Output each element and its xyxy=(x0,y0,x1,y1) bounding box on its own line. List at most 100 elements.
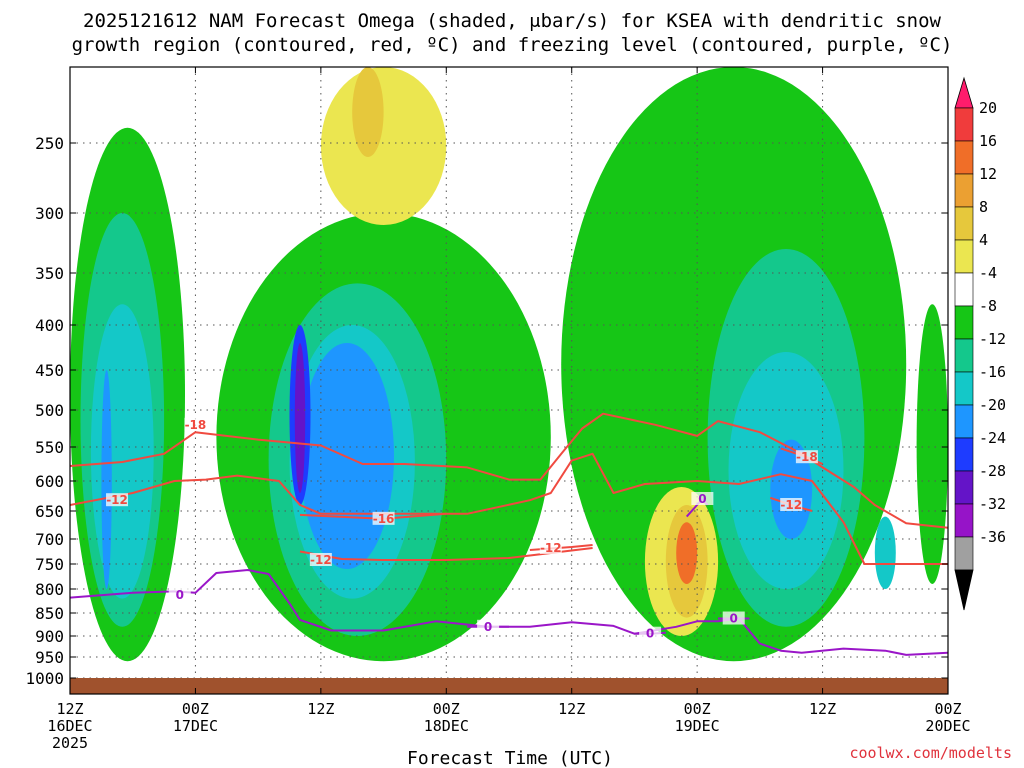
colorbar-swatch-7 xyxy=(954,305,974,340)
contour-label-bg-10 xyxy=(722,611,745,625)
x-tick-label-0-3: 2025 xyxy=(52,734,88,752)
contour-label--12C-mid: -12 xyxy=(540,541,562,555)
x-tick-label-7-1: 00Z xyxy=(934,700,961,718)
colorbar-label-0: 20 xyxy=(979,99,997,117)
contour-label--12C-b: -12 xyxy=(780,498,802,512)
contour-label-0C-b: 0 xyxy=(484,620,492,634)
x-tick-label-3-1: 00Z xyxy=(433,700,460,718)
y-tick-label-250: 250 xyxy=(35,134,64,153)
x-tick-label-0-1: 12Z xyxy=(56,700,83,718)
chart-title-line2: growth region (contoured, red, ºC) and f… xyxy=(72,34,953,56)
contour-label-bg-0 xyxy=(184,417,207,431)
contour-label-bg-6 xyxy=(780,498,803,511)
colorbar-swatch-1 xyxy=(954,107,974,142)
y-axis: 250 300 350 400 450 500 550 600 650 700 750 800 850 9… xyxy=(25,134,948,688)
colorbar-swatch-10 xyxy=(954,404,974,439)
omega-region-19 xyxy=(874,516,896,589)
contour--12C xyxy=(70,452,948,565)
colorbar-swatch-14 xyxy=(954,536,974,571)
colorbar-label-10: -24 xyxy=(979,429,1006,447)
colorbar-swatch-3 xyxy=(954,173,974,208)
contour-label-bg-8 xyxy=(477,619,500,633)
colorbar-label-11: -28 xyxy=(979,462,1006,480)
colorbar-swatch-8 xyxy=(954,338,974,373)
contour-label-bg-5 xyxy=(795,450,818,464)
x-axis-label: Forecast Time (UTC) xyxy=(407,748,613,768)
colorbar-label-8: -16 xyxy=(979,363,1006,381)
contour-label-bg-4 xyxy=(539,541,562,554)
omega-region-11 xyxy=(352,67,384,157)
x-tick-label-1-1: 00Z xyxy=(182,700,209,718)
colorbar-swatch-11 xyxy=(954,437,974,472)
contour-label-bg-3 xyxy=(309,553,332,566)
y-tick-label-900: 900 xyxy=(35,627,64,646)
colorbar-swatch-12 xyxy=(954,470,974,505)
x-tick-label-4-1: 12Z xyxy=(558,700,585,718)
contour-label-bg-2 xyxy=(372,511,395,525)
contour-label-0C-d: 0 xyxy=(730,612,738,626)
colorbar-label-7: -12 xyxy=(979,330,1006,348)
omega-region-20 xyxy=(916,304,948,584)
colorbar-swatch-9 xyxy=(954,371,974,406)
contour-label-0C: 0 xyxy=(176,588,184,602)
colorbar-label-2: 12 xyxy=(979,165,997,183)
colorbar-label-12: -32 xyxy=(979,495,1006,513)
y-tick-label-450: 450 xyxy=(35,361,64,380)
contour-label-0C-c: 0 xyxy=(646,627,654,641)
x-tick-label-5-1: 00Z xyxy=(684,700,711,718)
contour--18C xyxy=(70,412,948,529)
colorbar-label-1: 16 xyxy=(979,132,997,150)
x-tick-label-0-2: 16DEC xyxy=(47,717,92,735)
y-tick-label-400: 400 xyxy=(35,316,64,335)
colorbar-label-13: -36 xyxy=(979,528,1006,546)
colorbar-label-4: 4 xyxy=(979,231,988,249)
y-tick-label-650: 650 xyxy=(35,502,64,521)
colorbar-label-9: -20 xyxy=(979,396,1006,414)
colorbar: 20 16 12 8 4 -4 -8 -12 -16 -20 -24 -28 -32 -36 xyxy=(954,76,1006,611)
contour-label-bg-11 xyxy=(691,492,714,505)
contour-label--16C: -16 xyxy=(373,512,395,526)
colorbar-label-6: -8 xyxy=(979,297,997,315)
grid xyxy=(70,67,948,694)
y-tick-label-350: 350 xyxy=(35,264,64,283)
omega-region-3 xyxy=(101,370,112,589)
colorbar-swatch-13 xyxy=(954,503,974,538)
y-tick-label-300: 300 xyxy=(35,204,64,223)
chart-title-line1: 2025121612 NAM Forecast Omega (shaded, μ… xyxy=(83,10,941,32)
y-tick-label-1000: 1000 xyxy=(25,669,64,688)
y-tick-label-700: 700 xyxy=(35,530,64,549)
x-tick-label-2-1: 12Z xyxy=(307,700,334,718)
x-tick-label-6-1: 12Z xyxy=(809,700,836,718)
y-tick-label-550: 550 xyxy=(35,438,64,457)
colorbar-label-5: -4 xyxy=(979,264,997,282)
y-tick-label-750: 750 xyxy=(35,555,64,574)
x-tick-label-1-2: 17DEC xyxy=(173,717,218,735)
contour-label--12C-low: -12 xyxy=(310,553,332,567)
y-tick-label-850: 850 xyxy=(35,604,64,623)
terrain-band xyxy=(70,678,948,694)
omega-region-15 xyxy=(770,439,813,539)
colorbar-swatch-6 xyxy=(954,272,974,307)
x-tick-label-7-2: 20DEC xyxy=(925,717,970,735)
y-tick-label-500: 500 xyxy=(35,401,64,420)
y-tick-label-600: 600 xyxy=(35,472,64,491)
contour-label--18C-b: -18 xyxy=(796,450,818,464)
omega-region-18 xyxy=(676,522,698,584)
colorbar-swatch-4 xyxy=(954,206,974,241)
colorbar-swatch-5 xyxy=(954,239,974,274)
colorbar-swatch-2 xyxy=(954,140,974,175)
colorbar-top-arrow xyxy=(954,76,974,109)
y-tick-label-950: 950 xyxy=(35,648,64,667)
contour-label-0C-e: 0 xyxy=(698,492,706,506)
contour-label--12C: -12 xyxy=(106,493,128,507)
omega-region-10 xyxy=(320,67,447,225)
contour-label--18C: -18 xyxy=(185,418,207,432)
contour-label-bg-9 xyxy=(639,626,662,640)
contour-label-bg-1 xyxy=(106,493,129,507)
x-tick-label-5-2: 19DEC xyxy=(675,717,720,735)
colorbar-label-3: 8 xyxy=(979,198,988,216)
omega-region-9 xyxy=(294,343,306,493)
colorbar-bottom-arrow xyxy=(954,569,974,611)
